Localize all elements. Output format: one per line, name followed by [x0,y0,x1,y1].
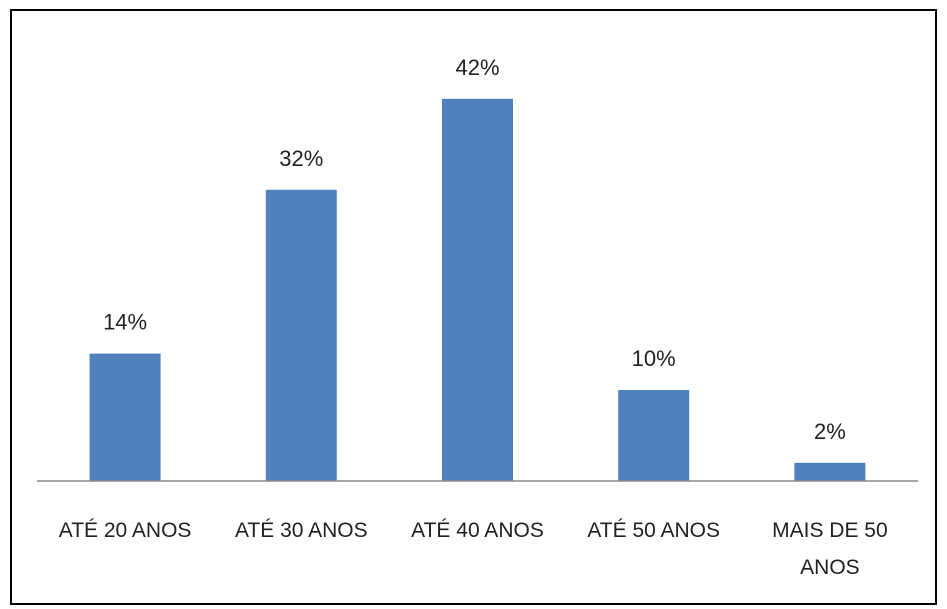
x-tick-label-3: ATÉ 40 ANOS [411,519,544,542]
x-tick-label-5-line-2: ANOS [800,556,860,579]
bar-3 [442,98,513,482]
data-labels-layer: 14% 32% 42% 10% 2% [103,55,846,444]
x-tick-label-5-line-1: MAIS DE 50 [772,519,888,542]
data-label-2: 32% [279,146,323,171]
bar-2 [265,189,337,482]
x-tick-label-2: ATÉ 30 ANOS [235,519,368,542]
bars-layer [89,98,866,482]
x-tick-label-4: ATÉ 50 ANOS [587,519,720,542]
bar-5 [794,462,866,481]
data-label-5: 2% [814,419,846,444]
bar-1 [89,353,161,481]
data-label-1: 14% [103,310,147,335]
data-label-3: 42% [455,55,499,80]
x-tick-label-1: ATÉ 20 ANOS [59,519,192,542]
data-label-4: 10% [632,346,676,371]
x-tick-labels-layer: ATÉ 20 ANOS ATÉ 30 ANOS ATÉ 40 ANOS ATÉ 50 … [59,519,888,579]
bar-4 [618,390,690,481]
